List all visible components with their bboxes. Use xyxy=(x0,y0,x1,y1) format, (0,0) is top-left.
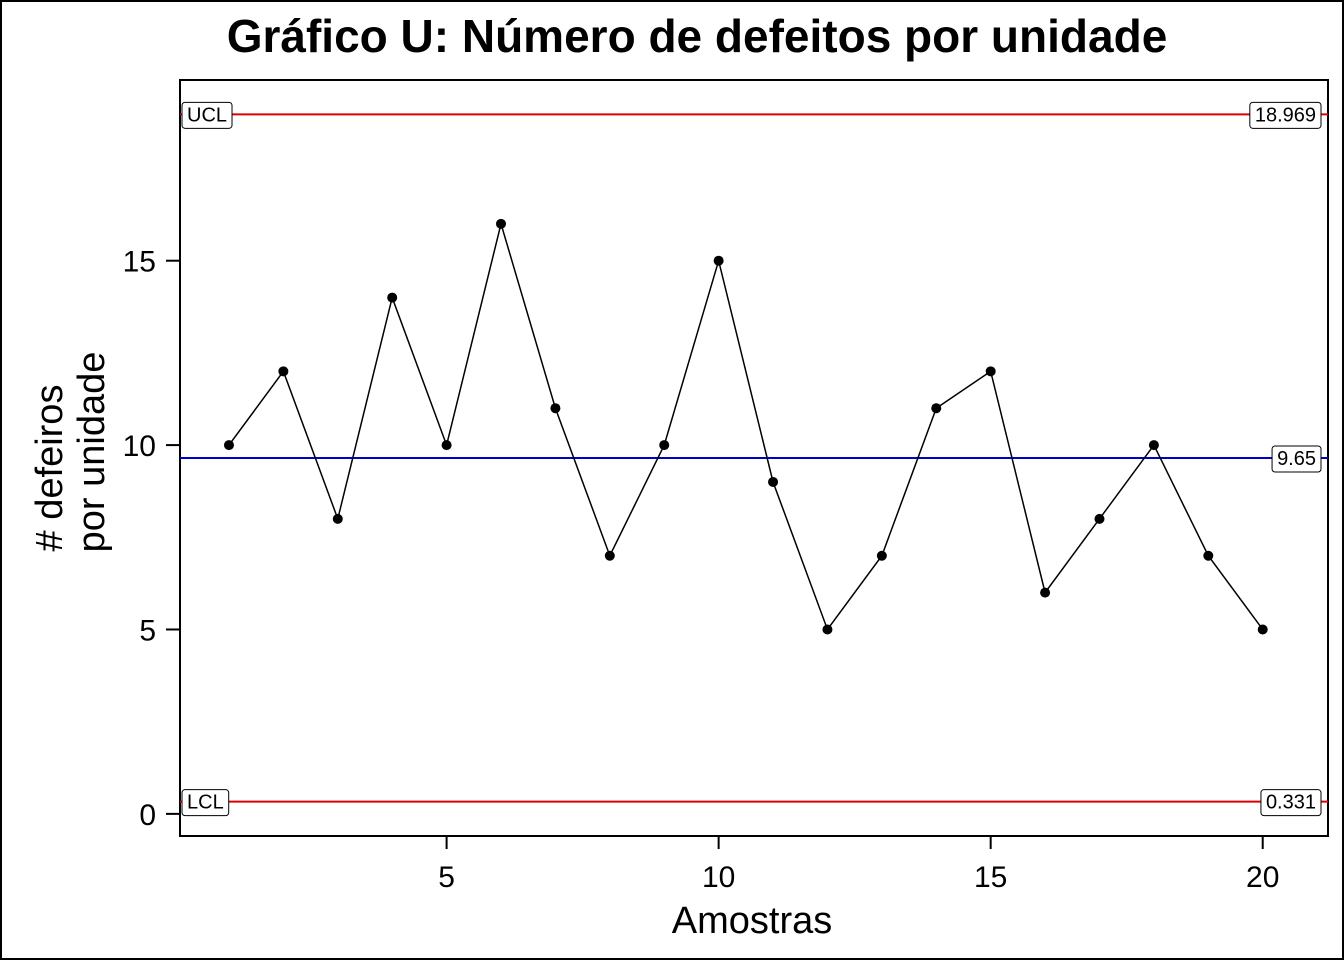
data-point-17 xyxy=(1094,513,1105,524)
data-point-14 xyxy=(931,403,942,414)
data-point-16 xyxy=(1040,587,1051,598)
control-limits: 18.969 UCL 9.65 0.331 LCL xyxy=(180,101,1328,817)
ucl-name-box xyxy=(181,101,233,129)
data-point-20 xyxy=(1257,624,1268,635)
data-point-10 xyxy=(713,255,724,266)
x-tick-label-10: 10 xyxy=(702,861,735,894)
data-point-15 xyxy=(985,366,996,377)
data-point-11 xyxy=(768,476,779,487)
lcl-name-label: LCL xyxy=(187,792,224,814)
y-tick-label-10: 10 xyxy=(123,430,156,463)
lcl-value-box xyxy=(1260,789,1322,817)
center-value-box xyxy=(1271,445,1322,473)
y-axis-title-line-1: # defeiros xyxy=(29,385,71,552)
data-point-2 xyxy=(278,366,289,377)
data-point-18 xyxy=(1148,440,1159,451)
data-point-7 xyxy=(550,403,561,414)
data-point-4 xyxy=(387,292,398,303)
chart-title: Gráfico U: Número de defeitos por unidad… xyxy=(227,10,1168,62)
y-tick-label-15: 15 xyxy=(123,246,156,279)
y-axis: 0 5 10 15 xyxy=(123,246,180,832)
data-point-1 xyxy=(223,440,234,451)
data-point-12 xyxy=(822,624,833,635)
y-tick-label-5: 5 xyxy=(139,614,156,647)
x-tick-label-5: 5 xyxy=(438,861,455,894)
data-point-3 xyxy=(332,513,343,524)
data-point-19 xyxy=(1203,550,1214,561)
data-point-8 xyxy=(604,550,615,561)
data-point-5 xyxy=(441,440,452,451)
x-axis: 5 10 15 20 xyxy=(438,836,1279,894)
ucl-value-box xyxy=(1249,101,1322,129)
data-point-9 xyxy=(659,440,670,451)
x-tick-label-20: 20 xyxy=(1246,861,1279,894)
y-tick-label-0: 0 xyxy=(139,799,156,832)
data-series xyxy=(223,218,1268,635)
y-axis-title-line-2: por unidade xyxy=(71,352,113,553)
series-line xyxy=(228,220,1264,632)
center-value-label: 9.65 xyxy=(1277,448,1316,470)
data-point-13 xyxy=(876,550,887,561)
ucl-name-label: UCL xyxy=(187,104,227,126)
x-axis-title: Amostras xyxy=(672,900,832,942)
x-tick-label-15: 15 xyxy=(974,861,1007,894)
lcl-name-box xyxy=(181,789,230,817)
ucl-value-label: 18.969 xyxy=(1255,104,1316,126)
lcl-value-label: 0.331 xyxy=(1266,792,1316,814)
data-point-6 xyxy=(496,218,507,229)
